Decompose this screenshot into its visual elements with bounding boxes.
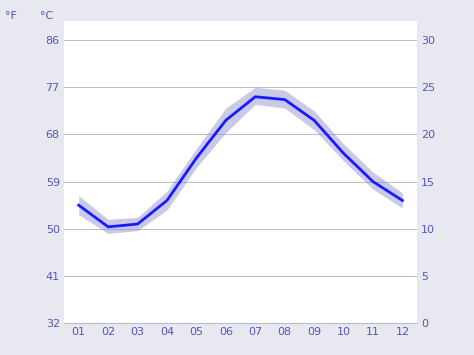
Text: °C: °C xyxy=(40,11,54,21)
Text: °F: °F xyxy=(5,11,17,21)
